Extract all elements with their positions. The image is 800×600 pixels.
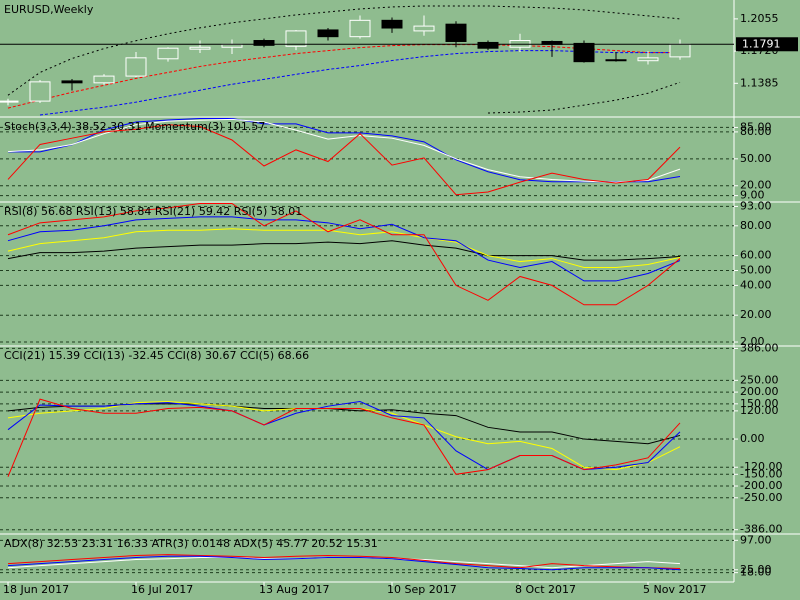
indicator-line xyxy=(7,202,681,306)
panel-title: ADX(8) 32.53 23.31 16.33 ATR(3) 0.0148 A… xyxy=(4,537,378,550)
y-tick-label: -150.00 xyxy=(740,467,782,480)
y-tick-label: 97.00 xyxy=(740,533,772,546)
y-tick-label: 386.00 xyxy=(740,341,779,354)
y-tick-label: 25.00 xyxy=(740,563,772,576)
y-tick-label: 80.00 xyxy=(740,125,772,138)
panel-title: RSI(8) 56.68 RSI(13) 58.84 RSI(21) 59.42… xyxy=(4,205,302,218)
candle-body xyxy=(477,41,499,49)
y-tick-label: 2.00 xyxy=(740,335,765,348)
candle-body xyxy=(221,43,243,48)
candle-body xyxy=(157,47,179,60)
candle-body xyxy=(381,19,403,29)
y-tick-label: -386.00 xyxy=(740,523,782,536)
indicator-line xyxy=(39,50,680,116)
indicator-line xyxy=(7,118,681,183)
y-tick-label: 40.00 xyxy=(740,278,772,291)
candle-body xyxy=(253,40,275,46)
y-tick-label: -250.00 xyxy=(740,491,782,504)
candle-body xyxy=(125,57,147,77)
last-price-label: 1.1791 xyxy=(742,37,781,50)
candle-body xyxy=(605,59,627,62)
candle-body xyxy=(637,57,659,62)
y-tick-label: 93.00 xyxy=(740,199,772,212)
x-tick-label: 10 Sep 2017 xyxy=(387,583,457,596)
indicator-line xyxy=(7,240,681,261)
candle-body xyxy=(0,100,19,103)
x-tick-label: 5 Nov 2017 xyxy=(643,583,706,596)
candle-body xyxy=(669,43,691,58)
y-tick-label: 150.00 xyxy=(740,397,779,410)
candle-body xyxy=(189,46,211,50)
x-tick-label: 16 Jul 2017 xyxy=(131,583,193,596)
y-tick-label: 80.00 xyxy=(740,219,772,232)
indicator-line xyxy=(7,228,681,269)
y-tick-label: 50.00 xyxy=(740,263,772,276)
indicator-line xyxy=(7,5,681,96)
y-tick-label: 120.00 xyxy=(740,404,779,417)
candle-body xyxy=(93,75,115,84)
y-tick-label: -120.00 xyxy=(740,460,782,473)
x-tick-label: 8 Oct 2017 xyxy=(515,583,576,596)
indicator-line xyxy=(7,44,680,109)
candle-body xyxy=(285,30,307,47)
panel-title: Stoch(3,3,4) 38.52 30.31 Momentum(3) 101… xyxy=(4,120,265,133)
candle-body xyxy=(413,25,435,32)
indicator-line xyxy=(8,117,681,183)
candle-body xyxy=(61,80,83,84)
candle-body xyxy=(317,29,339,38)
panel-title: EURUSD,Weekly xyxy=(4,3,94,16)
y-tick-label: 1.1385 xyxy=(740,76,779,89)
y-tick-label: 60.00 xyxy=(740,249,772,262)
y-tick-label: 9.00 xyxy=(740,189,765,202)
candle-body xyxy=(445,23,467,42)
indicator-line xyxy=(7,124,681,196)
y-tick-label: 50.00 xyxy=(740,152,772,165)
x-tick-label: 13 Aug 2017 xyxy=(259,583,329,596)
y-tick-label: 200.00 xyxy=(740,385,779,398)
y-tick-label: 250.00 xyxy=(740,373,779,386)
y-tick-label: 20.00 xyxy=(740,179,772,192)
candle-body xyxy=(29,81,51,102)
candle-body xyxy=(573,42,595,63)
x-tick-label: 18 Jun 2017 xyxy=(3,583,69,596)
y-tick-label: 18.00 xyxy=(740,566,772,579)
y-tick-label: 85.00 xyxy=(740,120,772,133)
y-tick-label: 1.2055 xyxy=(740,12,779,25)
panel-title: CCI(21) 15.39 CCI(13) -32.45 CCI(8) 30.6… xyxy=(4,349,309,362)
y-tick-label: 20.00 xyxy=(740,308,772,321)
candle-body xyxy=(349,19,371,38)
indicator-line xyxy=(7,555,681,571)
y-tick-label: 0.00 xyxy=(740,432,765,445)
indicator-line xyxy=(7,398,681,477)
indicator-line xyxy=(487,81,681,114)
indicator-line xyxy=(7,554,681,570)
y-tick-label: -200.00 xyxy=(740,479,782,492)
last-price-box xyxy=(736,37,798,52)
